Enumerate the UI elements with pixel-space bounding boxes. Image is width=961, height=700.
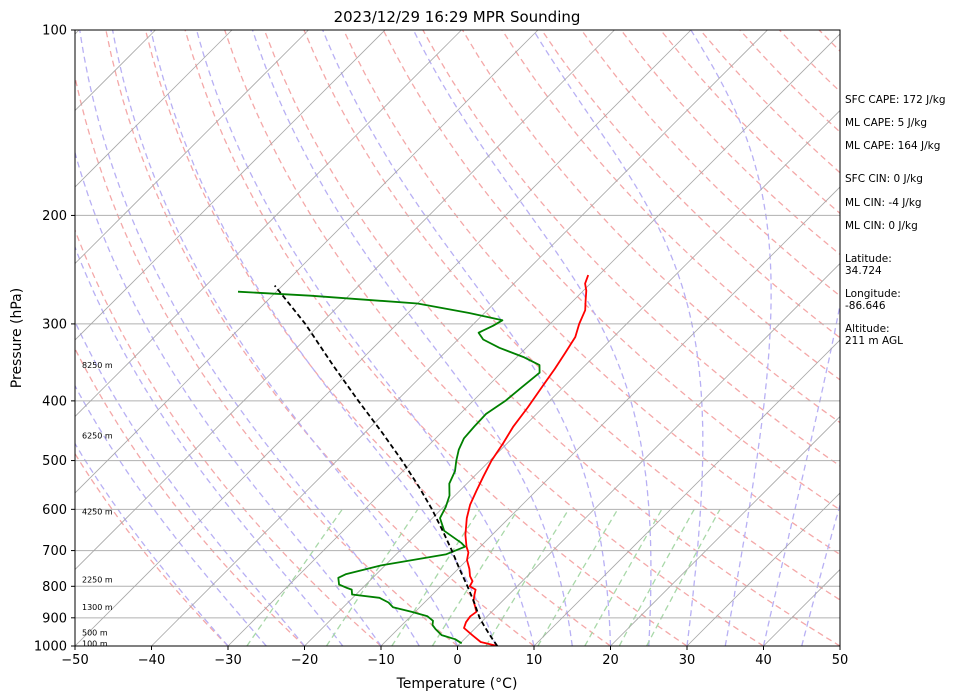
- parcel-trace: [273, 285, 499, 646]
- moist-adiabat: [762, 301, 840, 646]
- moist-adiabat: [75, 442, 229, 646]
- profile-traces: [237, 274, 590, 646]
- dry-adiabat: [422, 30, 840, 467]
- isotherm-line: [304, 109, 840, 646]
- dry-adiabat: [580, 30, 840, 297]
- height-label: 8250 m: [82, 361, 113, 370]
- dry-adiabat: [303, 30, 840, 601]
- mixing-ratio-line: [537, 508, 619, 646]
- y-axis-ticks: 100 200 300 400 500 600 700 800 900 1000: [34, 24, 75, 655]
- isotherm-line: [151, 30, 768, 646]
- moist-adiabat: [111, 30, 459, 646]
- moist-adiabat: [75, 384, 267, 646]
- moist-adiabat: [801, 502, 840, 646]
- dry-adiabat: [263, 30, 840, 646]
- grid: [75, 30, 840, 646]
- y-tick-label: 700: [42, 544, 67, 559]
- x-axis-label: Temperature (°C): [396, 676, 518, 692]
- dry-adiabat: [343, 30, 840, 556]
- dry-adiabat: [105, 30, 535, 646]
- height-label: 500 m: [82, 628, 108, 637]
- latitude-label: Latitude:: [845, 253, 892, 265]
- x-tick-label: 40: [755, 653, 772, 668]
- latitude-value: 34.724: [845, 265, 882, 277]
- isotherm-line: [75, 30, 309, 265]
- height-label: 6250 m: [82, 431, 113, 440]
- x-tick-label: −50: [61, 653, 88, 668]
- x-tick-label: 50: [832, 653, 849, 668]
- y-tick-label: 300: [42, 317, 67, 332]
- isotherm-line: [227, 33, 840, 646]
- sfc-cape-text: SFC CAPE: 172 J/kg: [845, 94, 946, 106]
- sfc-cin-text: SFC CIN: 0 J/kg: [845, 173, 923, 185]
- altitude-value: 211 m AGL: [845, 335, 903, 347]
- longitude-value: -86.646: [845, 300, 886, 312]
- ml-cin-text: ML CIN: -4 J/kg: [845, 197, 922, 209]
- x-tick-label: −20: [291, 653, 318, 668]
- mixing-ratio-line: [646, 508, 721, 646]
- moist-adiabat: [322, 30, 612, 646]
- isotherm-line: [75, 30, 462, 418]
- x-tick-label: 10: [526, 653, 543, 668]
- isotherm-line: [457, 262, 840, 646]
- x-tick-label: 20: [602, 653, 619, 668]
- x-tick-label: −30: [214, 653, 241, 668]
- moist-adiabat: [79, 30, 420, 646]
- altitude-label: Altitude:: [845, 323, 890, 335]
- ml-cape-text-2: ML CAPE: 164 J/kg: [845, 140, 940, 152]
- y-tick-label: 200: [42, 209, 67, 224]
- temperature-trace: [463, 274, 590, 646]
- dry-adiabat: [75, 347, 305, 646]
- moist-adiabat: [412, 30, 652, 646]
- y-tick-label: 1000: [34, 640, 67, 655]
- height-label: 2250 m: [82, 576, 113, 585]
- isotherm-line: [610, 415, 840, 646]
- height-label: 1300 m: [82, 603, 113, 612]
- ml-cin-text-2: ML CIN: 0 J/kg: [845, 220, 918, 232]
- x-tick-label: −10: [367, 653, 394, 668]
- isotherm-line: [75, 30, 539, 494]
- x-axis-ticks: −50 −40 −30 −20 −10 0 10 20 30 40 50: [61, 646, 848, 668]
- y-tick-label: 100: [42, 24, 67, 39]
- isotherm-line: [75, 30, 692, 646]
- y-tick-label: 500: [42, 454, 67, 469]
- dry-adiabat: [75, 228, 382, 646]
- mixing-ratio-line: [584, 508, 663, 646]
- y-axis-label: Pressure (hPa): [9, 288, 25, 388]
- moist-adiabat: [532, 30, 704, 646]
- background-lines: [75, 30, 840, 646]
- x-tick-label: 30: [679, 653, 696, 668]
- isotherm-line: [686, 492, 840, 646]
- y-tick-label: 900: [42, 611, 67, 626]
- moist-adiabat: [690, 30, 772, 646]
- dry-adiabat: [382, 30, 840, 511]
- height-labels: 8250 m 6250 m 4250 m 2250 m 1300 m 500 m 100 m: [82, 361, 113, 648]
- sounding-parameters: SFC CAPE: 172 J/kg ML CAPE: 5 J/kg ML CA…: [845, 94, 946, 347]
- dry-adiabat: [184, 30, 688, 646]
- moist-adiabat: [75, 150, 382, 646]
- longitude-label: Longitude:: [845, 288, 901, 300]
- isotherm-line: [75, 30, 386, 341]
- isotherm-line: [533, 339, 840, 646]
- chart-title: 2023/12/29 16:29 MPR Sounding: [334, 8, 581, 26]
- moist-adiabat: [150, 30, 497, 646]
- ml-cape-text: ML CAPE: 5 J/kg: [845, 117, 927, 129]
- y-tick-label: 600: [42, 503, 67, 518]
- mixing-ratio-line: [485, 508, 570, 646]
- height-label: 4250 m: [82, 508, 113, 517]
- x-tick-label: −40: [138, 653, 165, 668]
- isotherm-line: [75, 30, 615, 571]
- height-label: 100 m: [82, 639, 108, 648]
- y-tick-label: 800: [42, 580, 67, 595]
- dry-adiabat: [75, 74, 458, 646]
- moist-adiabat: [75, 245, 344, 646]
- isotherm-line: [75, 30, 233, 188]
- moist-adiabat: [251, 30, 573, 646]
- x-tick-label: 0: [453, 653, 461, 668]
- isotherm-line: [380, 186, 840, 646]
- y-tick-label: 400: [42, 394, 67, 409]
- dewpoint-trace: [237, 290, 541, 645]
